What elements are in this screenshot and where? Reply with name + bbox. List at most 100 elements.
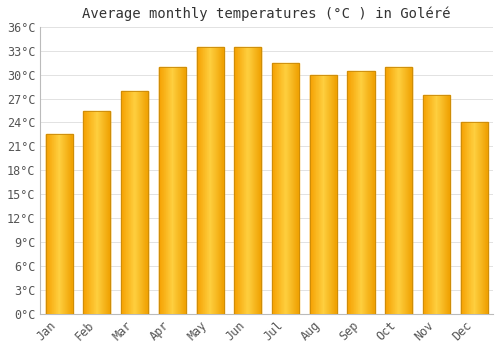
Bar (48, 134, 49, 314)
Bar (59, 134, 60, 314)
Bar (372, 71, 373, 314)
Bar (92, 111, 93, 314)
Bar (128, 91, 129, 314)
Bar (104, 111, 105, 314)
Bar (96, 111, 97, 314)
Bar (235, 47, 236, 314)
Bar (146, 91, 147, 314)
Bar (272, 63, 274, 314)
Bar (179, 66, 180, 314)
Bar (320, 75, 321, 314)
Bar (222, 47, 223, 314)
Bar (144, 91, 145, 314)
Bar (326, 75, 328, 314)
Bar (132, 91, 134, 314)
Bar (480, 122, 481, 314)
Bar (177, 66, 178, 314)
Bar (321, 75, 322, 314)
Bar (166, 66, 167, 314)
Bar (52, 134, 53, 314)
Bar (124, 91, 125, 314)
Bar (428, 94, 429, 314)
Bar (54, 134, 55, 314)
Bar (404, 66, 405, 314)
Bar (471, 122, 472, 314)
Bar (197, 47, 198, 314)
Bar (181, 66, 182, 314)
Bar (474, 122, 475, 314)
Bar (51, 134, 52, 314)
Bar (88, 111, 90, 314)
Bar (208, 47, 210, 314)
Bar (172, 66, 173, 314)
Bar (439, 94, 440, 314)
Bar (433, 94, 434, 314)
Bar (319, 75, 320, 314)
Bar (402, 66, 403, 314)
Bar (143, 91, 144, 314)
Bar (121, 91, 148, 314)
Bar (460, 122, 488, 314)
Bar (282, 63, 283, 314)
Bar (348, 71, 349, 314)
Bar (365, 71, 366, 314)
Bar (218, 47, 219, 314)
Bar (131, 91, 132, 314)
Bar (350, 71, 351, 314)
Bar (398, 66, 400, 314)
Bar (72, 134, 73, 314)
Bar (469, 122, 470, 314)
Bar (170, 66, 171, 314)
Bar (426, 94, 427, 314)
Bar (357, 71, 358, 314)
Bar (296, 63, 297, 314)
Bar (260, 47, 262, 314)
Bar (176, 66, 177, 314)
Bar (253, 47, 254, 314)
Bar (101, 111, 102, 314)
Bar (258, 47, 260, 314)
Bar (483, 122, 484, 314)
Bar (160, 66, 161, 314)
Bar (199, 47, 200, 314)
Bar (256, 47, 258, 314)
Bar (287, 63, 288, 314)
Bar (328, 75, 330, 314)
Bar (356, 71, 357, 314)
Bar (237, 47, 238, 314)
Bar (90, 111, 91, 314)
Bar (355, 71, 356, 314)
Bar (332, 75, 333, 314)
Bar (164, 66, 165, 314)
Bar (236, 47, 237, 314)
Bar (284, 63, 285, 314)
Bar (200, 47, 202, 314)
Bar (366, 71, 367, 314)
Bar (370, 71, 371, 314)
Bar (58, 134, 59, 314)
Bar (314, 75, 315, 314)
Bar (109, 111, 110, 314)
Bar (423, 94, 450, 314)
Bar (481, 122, 482, 314)
Bar (385, 66, 412, 314)
Bar (223, 47, 224, 314)
Bar (61, 134, 62, 314)
Bar (168, 66, 169, 314)
Bar (351, 71, 352, 314)
Bar (369, 71, 370, 314)
Bar (330, 75, 332, 314)
Bar (436, 94, 437, 314)
Bar (198, 47, 199, 314)
Bar (352, 71, 353, 314)
Bar (283, 63, 284, 314)
Title: Average monthly temperatures (°C ) in Goléré: Average monthly temperatures (°C ) in Go… (82, 7, 451, 21)
Bar (240, 47, 241, 314)
Bar (438, 94, 439, 314)
Bar (485, 122, 486, 314)
Bar (167, 66, 168, 314)
Bar (196, 47, 197, 314)
Bar (385, 66, 386, 314)
Bar (388, 66, 389, 314)
Bar (129, 91, 130, 314)
